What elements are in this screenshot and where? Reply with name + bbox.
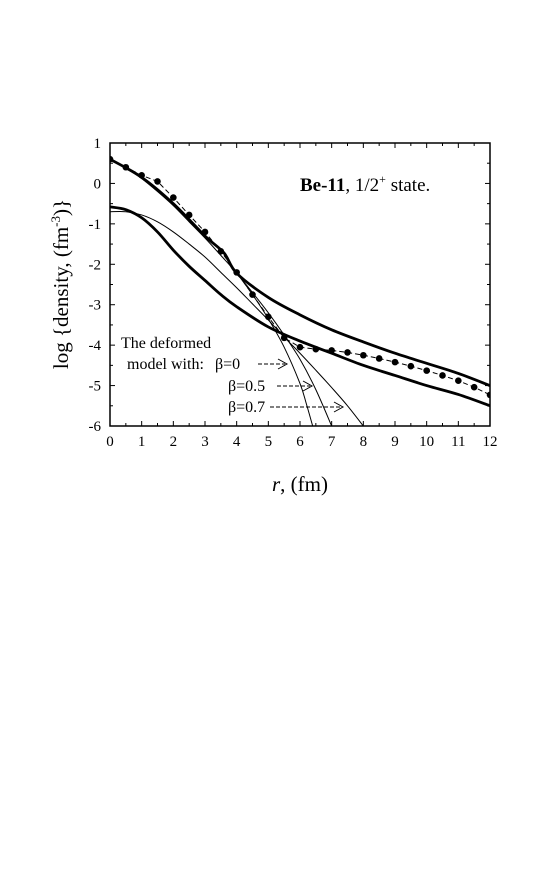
chart-title-text-2: state. [386, 175, 430, 196]
y-axis-title-a: log {density, (fm [49, 227, 73, 369]
y-axis-title-sup: -3 [48, 216, 63, 227]
series-line-thick-1 [110, 157, 490, 387]
y-axis-title: log {density, (fm-3)} [48, 199, 73, 369]
data-point [360, 351, 367, 359]
series-layer [110, 155, 490, 426]
chart-title: Be-11, 1/2+ state. [300, 172, 430, 196]
annotation-line2: model with: [127, 356, 204, 373]
y-tick-label: 1 [94, 136, 102, 152]
data-point [154, 178, 161, 185]
data-point [439, 372, 446, 379]
data-point [391, 358, 399, 366]
x-axis-title: r, (fm) [272, 472, 328, 496]
x-tick-label: 3 [201, 434, 209, 450]
annotation-beta05: β=0.5 [228, 378, 265, 395]
chart-title-sup: + [379, 172, 386, 186]
data-point [470, 383, 478, 391]
chart-title-text: , 1/2 [345, 175, 379, 196]
x-tick-label: 1 [138, 434, 146, 450]
y-tick-label: -2 [89, 257, 102, 273]
data-point [170, 194, 177, 201]
arrowhead-beta07 [333, 401, 345, 413]
series-line-thin-4 [236, 272, 333, 426]
x-axis-title-italic: r [272, 472, 281, 496]
y-tick-label: -1 [89, 217, 102, 233]
x-tick-label: 10 [419, 434, 434, 450]
x-tick-label: 4 [233, 434, 241, 450]
x-tick-label: 9 [391, 434, 399, 450]
series-group [110, 155, 490, 426]
x-tick-label: 11 [451, 434, 465, 450]
annotation-beta07: β=0.7 [228, 399, 265, 416]
x-tick-label: 12 [483, 434, 498, 450]
data-point [423, 367, 430, 374]
arrowhead-beta05 [302, 380, 314, 392]
data-point [344, 349, 351, 356]
y-tick-label: -4 [89, 338, 102, 354]
x-tick-label: 2 [170, 434, 178, 450]
x-axis-title-rest: , (fm) [280, 472, 328, 496]
x-tick-label: 8 [360, 434, 368, 450]
series-line-thin-3 [110, 158, 314, 426]
annotation-arrows [258, 358, 345, 413]
x-tick-label: 6 [296, 434, 304, 450]
series-line-thick-2 [110, 205, 490, 408]
chart-title-bold: Be-11 [300, 175, 345, 196]
x-tick-label: 5 [265, 434, 273, 450]
data-point [486, 391, 490, 399]
y-tick-label: 0 [94, 176, 102, 192]
y-tick-label: -5 [89, 379, 102, 395]
data-point [296, 343, 304, 351]
data-point [455, 377, 462, 385]
arrowhead-beta0 [277, 358, 289, 370]
y-tick-label: -6 [89, 419, 102, 435]
annotation-beta0: β=0 [215, 356, 240, 373]
x-tick-label: 7 [328, 434, 336, 450]
x-tick-label: 0 [106, 434, 114, 450]
annotation-line1: The deformed [121, 335, 211, 352]
y-tick-label: -3 [89, 298, 102, 314]
data-point [375, 355, 383, 362]
y-axis-title-b: )} [49, 199, 73, 216]
data-point [407, 362, 415, 370]
series-line-thin-5 [110, 210, 364, 426]
